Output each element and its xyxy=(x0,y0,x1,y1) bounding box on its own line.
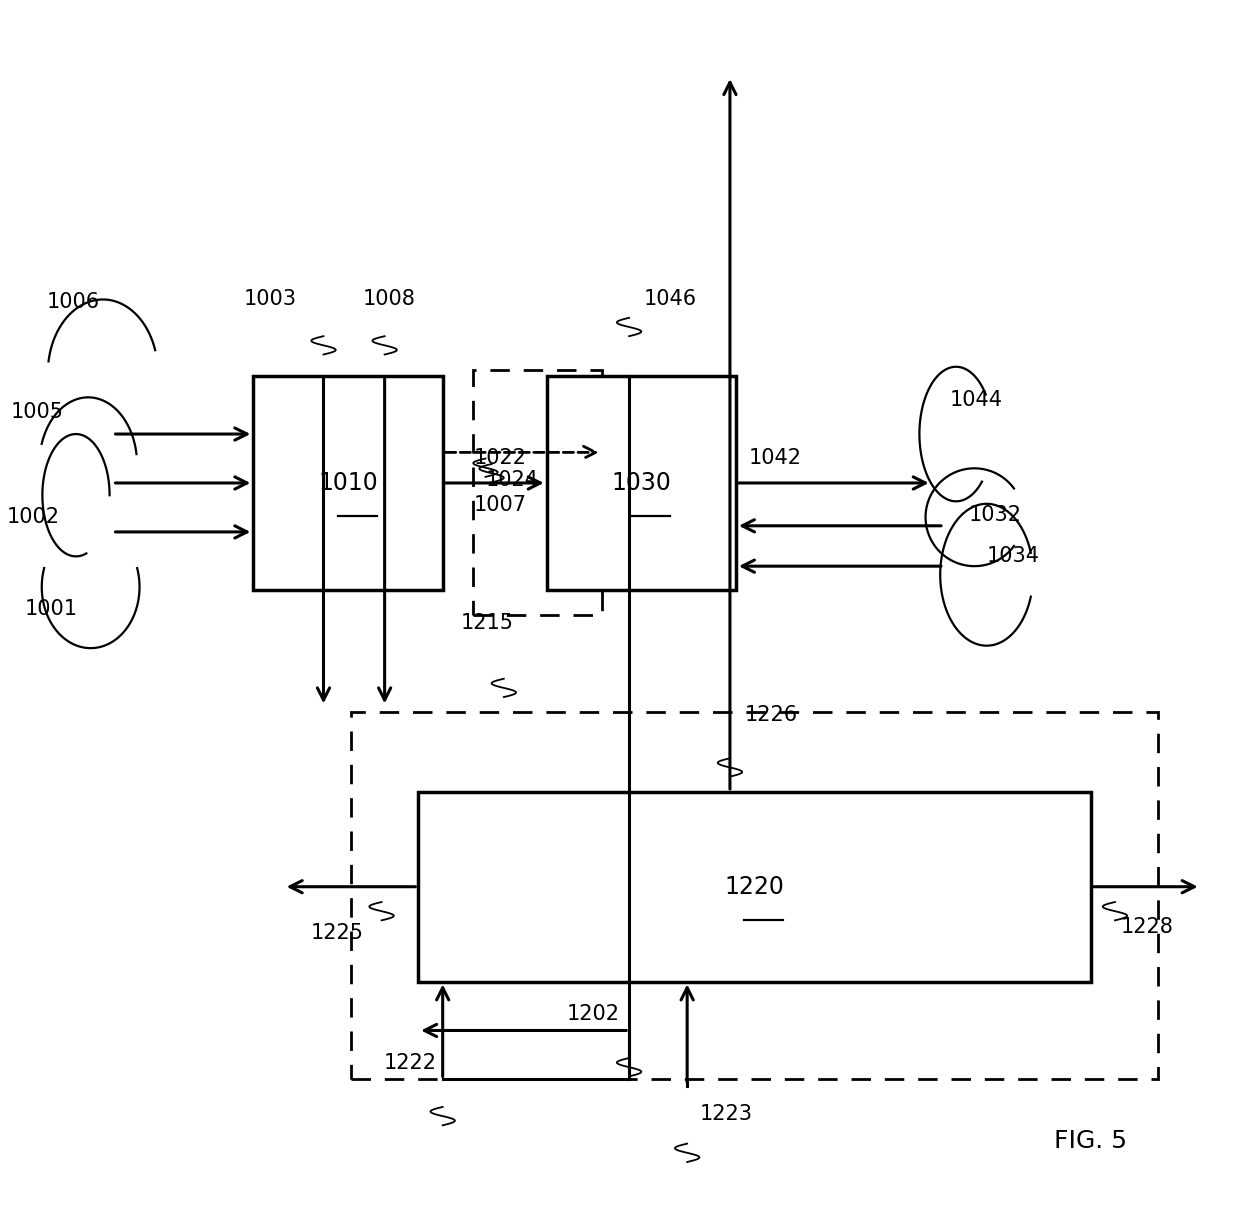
Text: 1030: 1030 xyxy=(611,471,671,495)
Text: 1044: 1044 xyxy=(950,390,1003,409)
Text: 1228: 1228 xyxy=(1121,917,1174,938)
Text: 1002: 1002 xyxy=(6,508,60,527)
Text: 1220: 1220 xyxy=(724,875,785,898)
Text: 1001: 1001 xyxy=(25,600,78,619)
Bar xyxy=(547,376,737,590)
Text: FIG. 5: FIG. 5 xyxy=(1054,1128,1127,1153)
Text: 1225: 1225 xyxy=(310,923,363,944)
Text: 1010: 1010 xyxy=(319,471,378,495)
Text: 1007: 1007 xyxy=(474,495,526,515)
Text: 1006: 1006 xyxy=(47,291,100,312)
Text: 1046: 1046 xyxy=(644,289,697,308)
Text: 1005: 1005 xyxy=(10,402,63,422)
Bar xyxy=(351,713,1158,1079)
Bar xyxy=(253,376,443,590)
Text: 1003: 1003 xyxy=(243,289,296,308)
Text: 1202: 1202 xyxy=(567,1004,619,1024)
Bar xyxy=(474,370,601,614)
Text: 1008: 1008 xyxy=(362,289,415,308)
Text: 1032: 1032 xyxy=(968,505,1022,525)
Text: 1022: 1022 xyxy=(474,449,526,468)
Text: 1024: 1024 xyxy=(486,469,538,490)
Text: 1042: 1042 xyxy=(748,449,801,468)
Text: 1223: 1223 xyxy=(699,1104,753,1123)
Text: 1215: 1215 xyxy=(461,613,515,633)
Text: 1222: 1222 xyxy=(383,1053,436,1073)
Bar xyxy=(418,791,1090,982)
Text: 1034: 1034 xyxy=(987,547,1039,567)
Text: 1226: 1226 xyxy=(744,704,797,725)
